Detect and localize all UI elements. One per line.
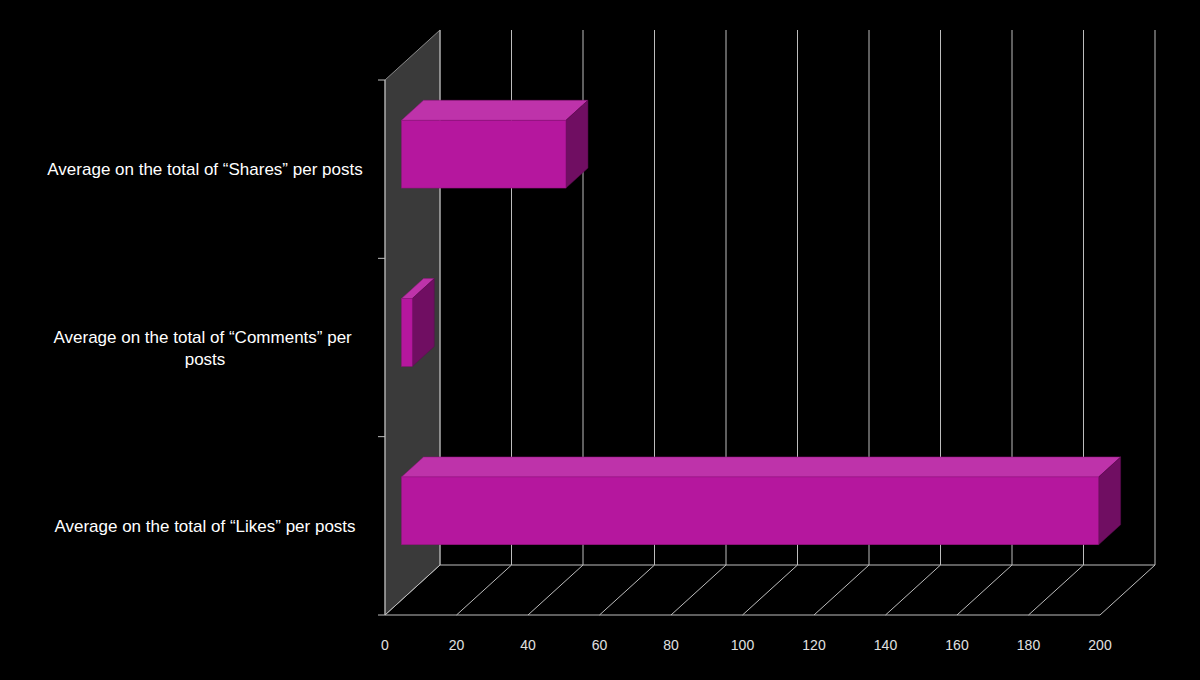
tick-label: 180 — [1017, 637, 1041, 653]
category-axis-line — [385, 80, 386, 615]
bar — [402, 457, 1121, 545]
bar — [402, 279, 435, 367]
bar — [402, 100, 588, 188]
bar-side — [1099, 457, 1121, 545]
tick-label: 120 — [802, 637, 826, 653]
tick-label: 60 — [592, 637, 608, 653]
grid-line — [1155, 30, 1156, 565]
bar-front — [402, 299, 413, 367]
floor-line — [528, 565, 583, 615]
bar-top — [402, 457, 1121, 477]
floor-line — [1029, 565, 1084, 615]
category-tick — [378, 80, 385, 81]
grid — [385, 30, 1155, 615]
category-label: Average on the total of “Comments” per p… — [53, 328, 356, 369]
floor-line — [886, 565, 941, 615]
tick-label: 40 — [520, 637, 536, 653]
tick-label: 20 — [449, 637, 465, 653]
floor-line — [957, 565, 1012, 615]
bar-front — [402, 477, 1099, 545]
floor-line — [1100, 565, 1155, 615]
category-tick — [378, 615, 385, 616]
tick-label: 0 — [381, 637, 389, 653]
category-label-line: Average on the total of “Likes” per post… — [54, 517, 355, 536]
category-tick — [378, 258, 385, 259]
floor-back-edge — [440, 565, 1155, 566]
tick-label: 200 — [1088, 637, 1112, 653]
tick-label: 80 — [663, 637, 679, 653]
category-label-line: Average on the total of “Comments” per — [53, 328, 356, 347]
category-label-line: posts — [185, 350, 226, 369]
tick-label: 100 — [731, 637, 755, 653]
bar-side — [412, 279, 434, 367]
floor-line — [600, 565, 655, 615]
floor-line — [385, 565, 440, 615]
bar-side — [566, 100, 588, 188]
category-label: Average on the total of “Likes” per post… — [54, 517, 355, 536]
bar-top — [402, 100, 588, 120]
chart: 0 20 40 60 80 100 120 140 160 180 200 Average on th… — [0, 0, 1200, 680]
floor-line — [671, 565, 726, 615]
tick-label: 140 — [874, 637, 898, 653]
tick-label: 160 — [945, 637, 969, 653]
axis-line — [385, 615, 1100, 616]
floor-line — [814, 565, 869, 615]
floor-line — [743, 565, 798, 615]
bars — [402, 100, 1121, 544]
category-tick — [378, 436, 385, 437]
category-label-line: Average on the total of “Shares” per pos… — [47, 160, 362, 179]
background — [0, 0, 1200, 680]
category-label: Average on the total of “Shares” per pos… — [47, 160, 362, 179]
bar-front — [402, 120, 566, 188]
floor-line — [457, 565, 512, 615]
